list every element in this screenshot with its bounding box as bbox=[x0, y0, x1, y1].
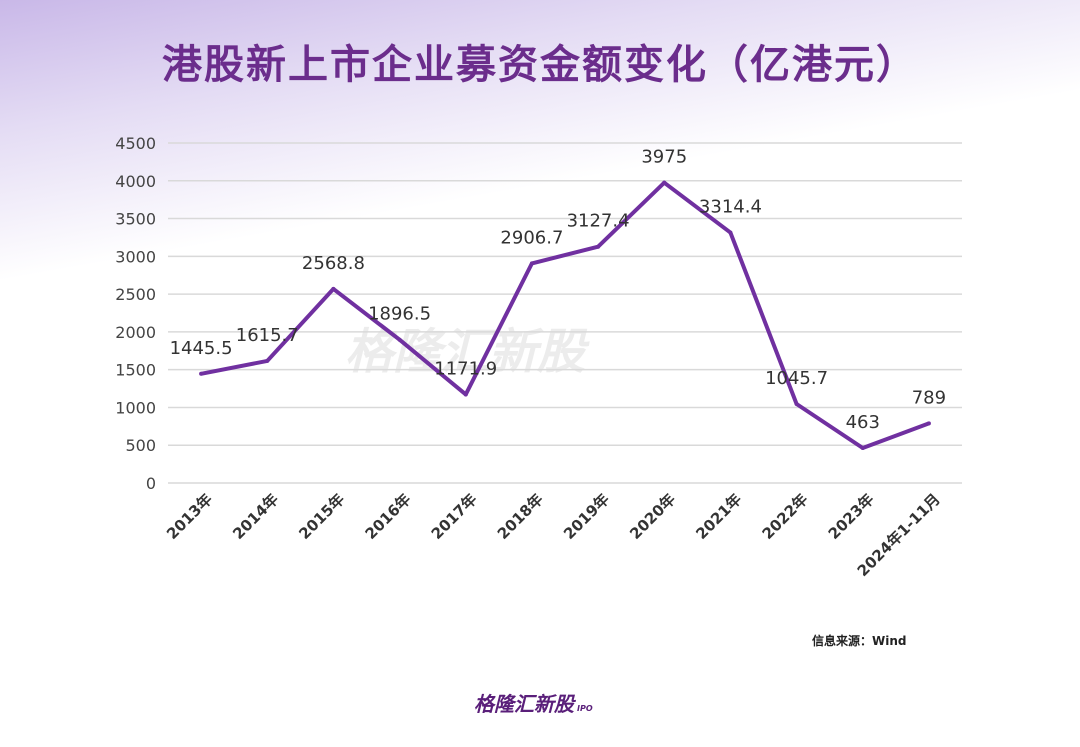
data-point bbox=[596, 244, 601, 249]
x-tick-label: 2023年 bbox=[825, 490, 878, 543]
y-tick-label: 0 bbox=[146, 474, 156, 493]
data-point bbox=[529, 261, 534, 266]
x-tick-label: 2022年 bbox=[759, 490, 812, 543]
x-tick-label: 2015年 bbox=[295, 490, 348, 543]
data-point bbox=[926, 421, 931, 426]
x-tick-label: 2013年 bbox=[163, 490, 216, 543]
brand-logo: 格隆汇新股 IPO bbox=[474, 688, 593, 717]
data-point bbox=[331, 286, 336, 291]
y-tick-label: 2500 bbox=[115, 285, 156, 304]
data-point bbox=[860, 446, 865, 451]
logo-text: 格隆汇新股 bbox=[474, 692, 574, 716]
data-label: 1045.7 bbox=[765, 368, 828, 389]
data-label: 1171.9 bbox=[434, 358, 497, 379]
data-label: 3127.4 bbox=[567, 211, 630, 232]
logo-sub: IPO bbox=[577, 704, 593, 713]
watermark: 格隆汇新股 bbox=[345, 324, 586, 380]
x-tick-label: 2020年 bbox=[626, 490, 679, 543]
source-note: 信息来源：Wind bbox=[812, 634, 907, 648]
data-label: 789 bbox=[912, 387, 946, 408]
x-tick-label: 2016年 bbox=[362, 490, 415, 543]
data-point bbox=[728, 230, 733, 235]
y-tick-label: 1500 bbox=[115, 361, 156, 380]
x-tick-label: 2014年 bbox=[229, 490, 282, 543]
y-tick-label: 500 bbox=[125, 436, 156, 455]
data-point bbox=[265, 358, 270, 363]
y-tick-label: 3500 bbox=[115, 210, 156, 229]
y-tick-label: 2000 bbox=[115, 323, 156, 342]
chart-title: 港股新上市企业募资金额变化（亿港元） bbox=[162, 42, 918, 88]
y-tick-label: 1000 bbox=[115, 398, 156, 417]
data-point bbox=[397, 337, 402, 342]
data-point bbox=[199, 371, 204, 376]
data-label: 3314.4 bbox=[699, 197, 762, 218]
data-point bbox=[794, 401, 799, 406]
data-label: 1445.5 bbox=[170, 338, 233, 359]
data-point bbox=[463, 392, 468, 397]
data-label: 2906.7 bbox=[500, 227, 563, 248]
data-point bbox=[662, 180, 667, 185]
x-tick-label: 2019年 bbox=[560, 490, 613, 543]
y-tick-label: 4000 bbox=[115, 172, 156, 191]
data-label: 463 bbox=[846, 412, 880, 433]
series-line bbox=[200, 180, 930, 451]
x-tick-label: 2018年 bbox=[494, 490, 547, 543]
y-tick-label: 4500 bbox=[115, 134, 156, 153]
data-label: 1896.5 bbox=[368, 304, 431, 325]
x-tick-label: 2017年 bbox=[428, 490, 481, 543]
y-tick-label: 3000 bbox=[115, 247, 156, 266]
data-label: 3975 bbox=[641, 147, 687, 168]
x-tick-label: 2021年 bbox=[692, 490, 745, 543]
data-label: 2568.8 bbox=[302, 253, 365, 274]
data-label: 1615.7 bbox=[236, 325, 299, 346]
